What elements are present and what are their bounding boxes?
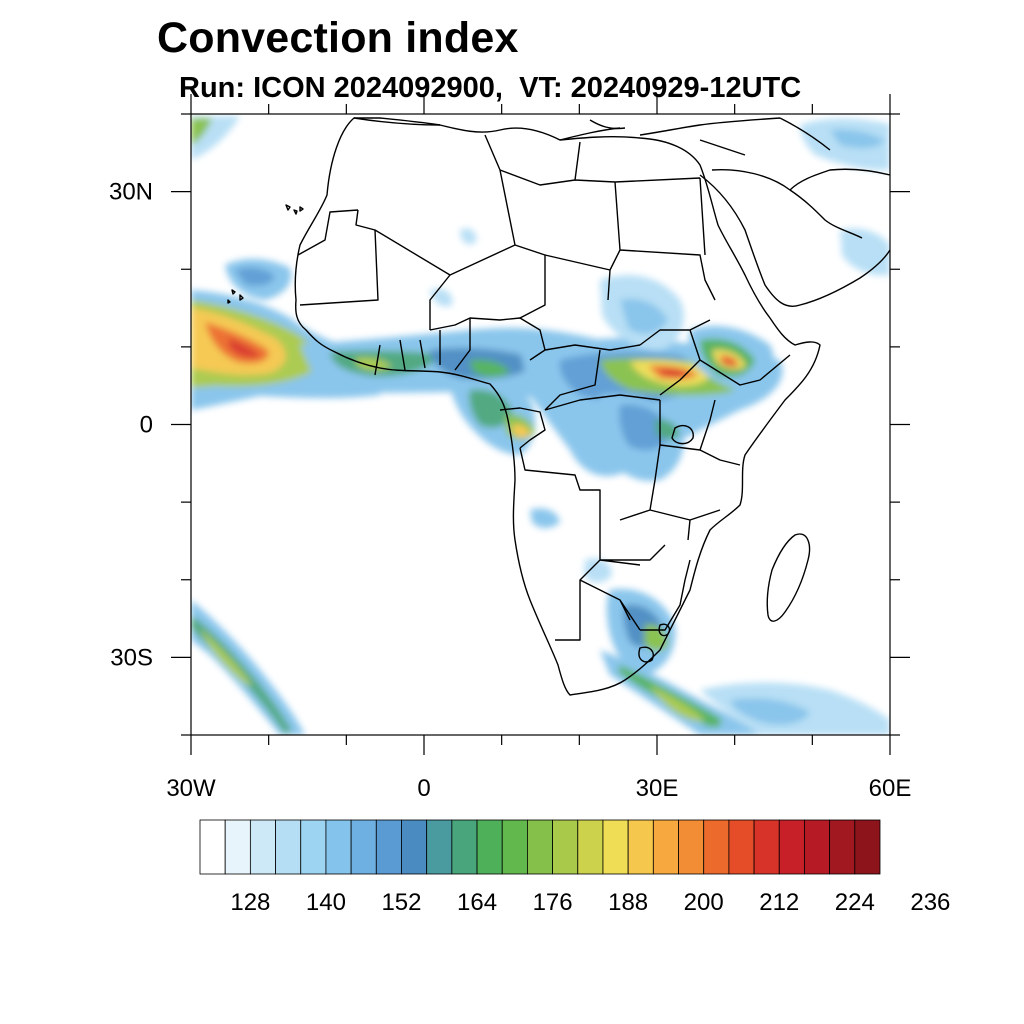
- colorbar-box: [426, 819, 453, 875]
- colorbar-box: [602, 819, 629, 875]
- colorbar-label: 176: [533, 889, 573, 916]
- africa-coastline: [294, 117, 821, 696]
- colorbar-box: [552, 819, 579, 875]
- colorbar-box: [804, 819, 831, 875]
- colorbar-box: [854, 819, 881, 875]
- colorbar-box: [829, 819, 856, 875]
- convection-field: [191, 116, 890, 735]
- colorbar-box: [375, 819, 402, 875]
- axis-labels: 30N 0 30S 30W 0 30E 60E: [109, 179, 911, 802]
- axis-ticks: [171, 94, 910, 755]
- arabia-coastline: [699, 168, 890, 307]
- lat-label: 30N: [109, 179, 153, 206]
- colorbar-label: 188: [608, 889, 648, 916]
- colorbar-box: [627, 819, 654, 875]
- colorbar-label: 236: [910, 889, 950, 916]
- colorbar-box: [678, 819, 705, 875]
- lat-label: 0: [140, 412, 153, 439]
- lon-label: 30E: [636, 775, 679, 802]
- map-frame: [190, 113, 891, 736]
- coastlines-and-borders: [227, 117, 890, 696]
- madagascar-coastline: [766, 533, 811, 622]
- colorbar-box: [652, 819, 679, 875]
- chart-title: Convection index: [157, 14, 519, 62]
- colorbar: [199, 819, 881, 875]
- colorbar-box: [527, 819, 553, 875]
- lat-label: 30S: [110, 644, 153, 671]
- colorbar-box: [476, 819, 503, 875]
- colorbar-label: 140: [306, 889, 346, 916]
- colorbar-box: [224, 819, 251, 875]
- colorbar-box: [577, 819, 604, 875]
- lon-label: 30W: [166, 775, 216, 802]
- colorbar-box: [778, 819, 805, 875]
- colorbar-label: 152: [381, 889, 421, 916]
- lon-label: 60E: [869, 775, 912, 802]
- colorbar-box: [501, 819, 528, 875]
- colorbar-box: [401, 819, 428, 875]
- colorbar-box: [728, 819, 755, 875]
- colorbar-label: 200: [684, 889, 724, 916]
- chart-subtitle: Run: ICON 2024092900, VT: 20240929-12UTC: [179, 72, 802, 104]
- colorbar-box: [275, 819, 302, 875]
- colorbar-box: [451, 819, 478, 875]
- colorbar-labels: 128 140 152 164 176 188 200 212 224 236: [230, 889, 950, 916]
- colorbar-box: [249, 819, 276, 875]
- colorbar-label: 212: [759, 889, 799, 916]
- colorbar-box: [350, 819, 377, 875]
- colorbar-label: 128: [230, 889, 270, 916]
- colorbar-box: [703, 819, 730, 875]
- colorbar-label: 224: [835, 889, 875, 916]
- colorbar-box: [753, 819, 780, 875]
- colorbar-box: [325, 819, 352, 875]
- lon-label: 0: [417, 775, 430, 802]
- colorbar-box: [300, 819, 327, 875]
- colorbar-label: 164: [457, 889, 497, 916]
- colorbar-box: [199, 819, 226, 875]
